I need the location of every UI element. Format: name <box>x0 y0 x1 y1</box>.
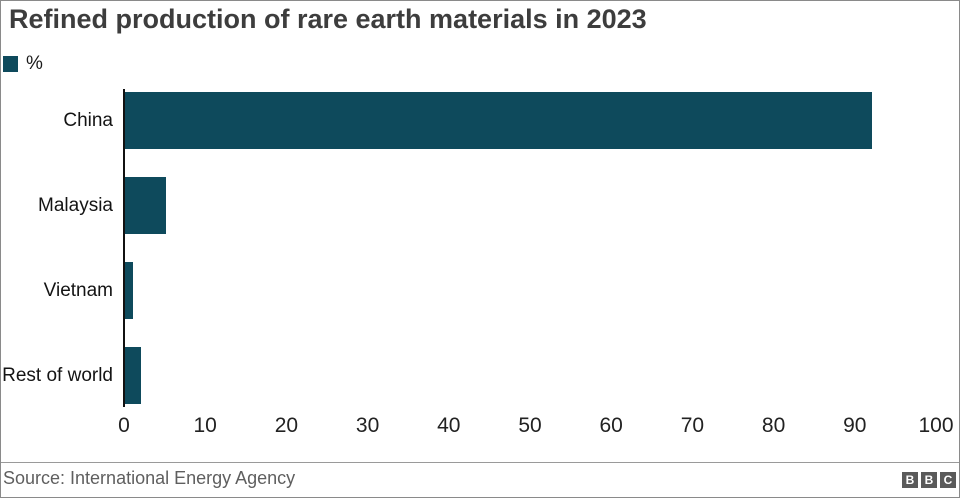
x-tick-label: 90 <box>843 414 867 437</box>
bar <box>125 177 166 234</box>
chart-title: Refined production of rare earth materia… <box>9 4 647 34</box>
footer-divider <box>1 462 959 463</box>
x-tick-label: 50 <box>518 414 542 437</box>
x-tick-label: 0 <box>118 414 130 437</box>
category-label: Malaysia <box>38 195 113 216</box>
plot-area: China Malaysia Vietnam Rest of world 0 10 20 3… <box>1 1 959 461</box>
bbc-logo-block: C <box>940 472 956 488</box>
x-tick-label: 40 <box>437 414 461 437</box>
bbc-logo-block: B <box>921 472 937 488</box>
legend-swatch-icon <box>3 56 18 72</box>
bar <box>125 347 141 404</box>
source-attribution: Source: International Energy Agency <box>3 468 296 488</box>
y-axis-line <box>123 89 125 407</box>
bar <box>125 92 872 149</box>
category-label: Vietnam <box>43 280 113 301</box>
legend: % <box>3 53 43 74</box>
bbc-logo-block: B <box>902 472 918 488</box>
category-label: China <box>63 110 113 131</box>
x-tick-label: 10 <box>193 414 217 437</box>
x-tick-label: 30 <box>355 414 380 437</box>
x-tick-label: 60 <box>599 414 623 437</box>
x-tick-label: 70 <box>680 414 705 437</box>
legend-label: % <box>26 53 43 74</box>
x-tick-label: 100 <box>918 414 954 437</box>
x-tick-label: 20 <box>274 414 299 437</box>
category-label: Rest of world <box>2 365 113 386</box>
bar <box>125 262 133 319</box>
x-tick-label: 80 <box>761 414 786 437</box>
